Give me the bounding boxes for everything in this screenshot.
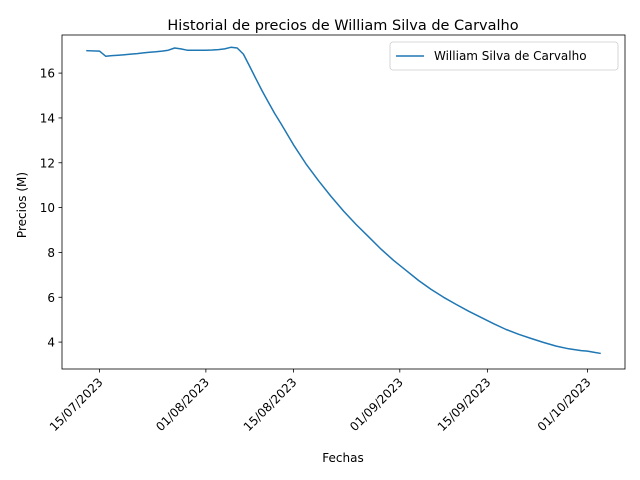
y-tick-label: 6 [47,291,55,305]
y-tick-label: 12 [40,156,55,170]
y-tick-label: 16 [40,67,55,81]
x-axis-label: Fechas [322,451,363,465]
y-tick-label: 10 [40,201,55,215]
series-group [86,46,601,355]
y-tick-label: 14 [40,111,55,125]
y-tick-label: 8 [47,246,55,260]
y-axis: 4 6 8 10 12 14 16 [40,67,62,350]
y-axis-label: Precios (M) [15,172,29,238]
legend: William Silva de Carvalho [389,41,619,71]
legend-box [389,41,619,71]
series-line [86,46,601,355]
legend-label: William Silva de Carvalho [434,49,587,63]
y-tick-label: 4 [47,336,55,350]
chart-title: Historial de precios de William Silva de… [167,18,518,34]
plot-frame [61,34,626,370]
